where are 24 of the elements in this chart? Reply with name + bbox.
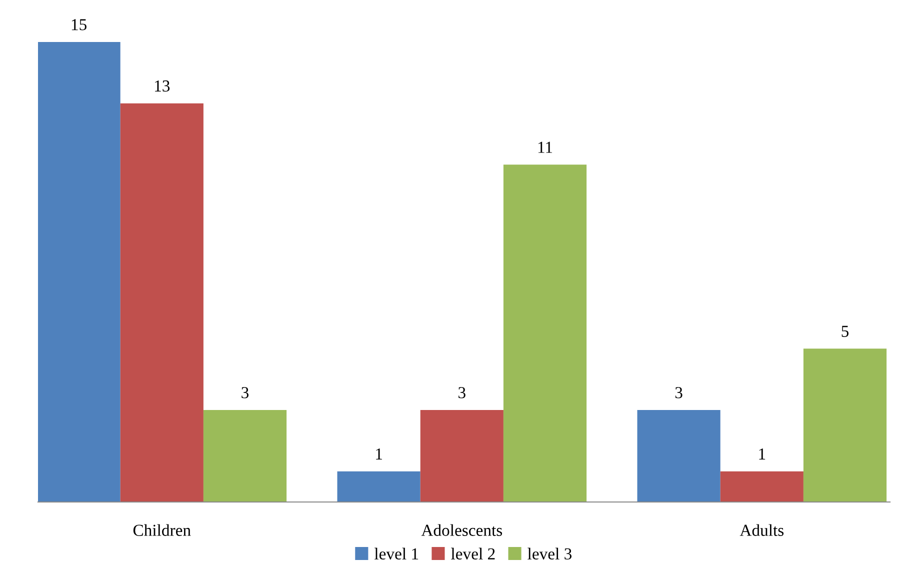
data-label: 15	[72, 19, 86, 30]
legend-label: level 3	[528, 548, 572, 560]
bar	[337, 471, 420, 502]
data-label: 3	[242, 387, 249, 398]
data-label: 3	[675, 387, 682, 398]
legend-label: level 1	[374, 548, 418, 560]
bar	[503, 164, 587, 502]
x-tick-label: Children	[133, 524, 191, 536]
bar	[803, 348, 887, 502]
bar	[120, 103, 204, 502]
x-tick-label: Adolescents	[421, 524, 502, 536]
bar	[637, 410, 720, 502]
bar	[38, 42, 120, 502]
data-label: 3	[458, 387, 466, 398]
bar	[203, 410, 287, 502]
bar	[720, 471, 804, 502]
data-label: 1	[759, 448, 766, 460]
bar	[420, 410, 504, 502]
data-label: 5	[842, 326, 849, 337]
data-label: 1	[376, 448, 382, 460]
data-label: 11	[538, 142, 552, 153]
data-label: 13	[155, 80, 170, 92]
legend-label: level 2	[451, 548, 495, 560]
x-tick-label: Adults	[740, 524, 784, 536]
